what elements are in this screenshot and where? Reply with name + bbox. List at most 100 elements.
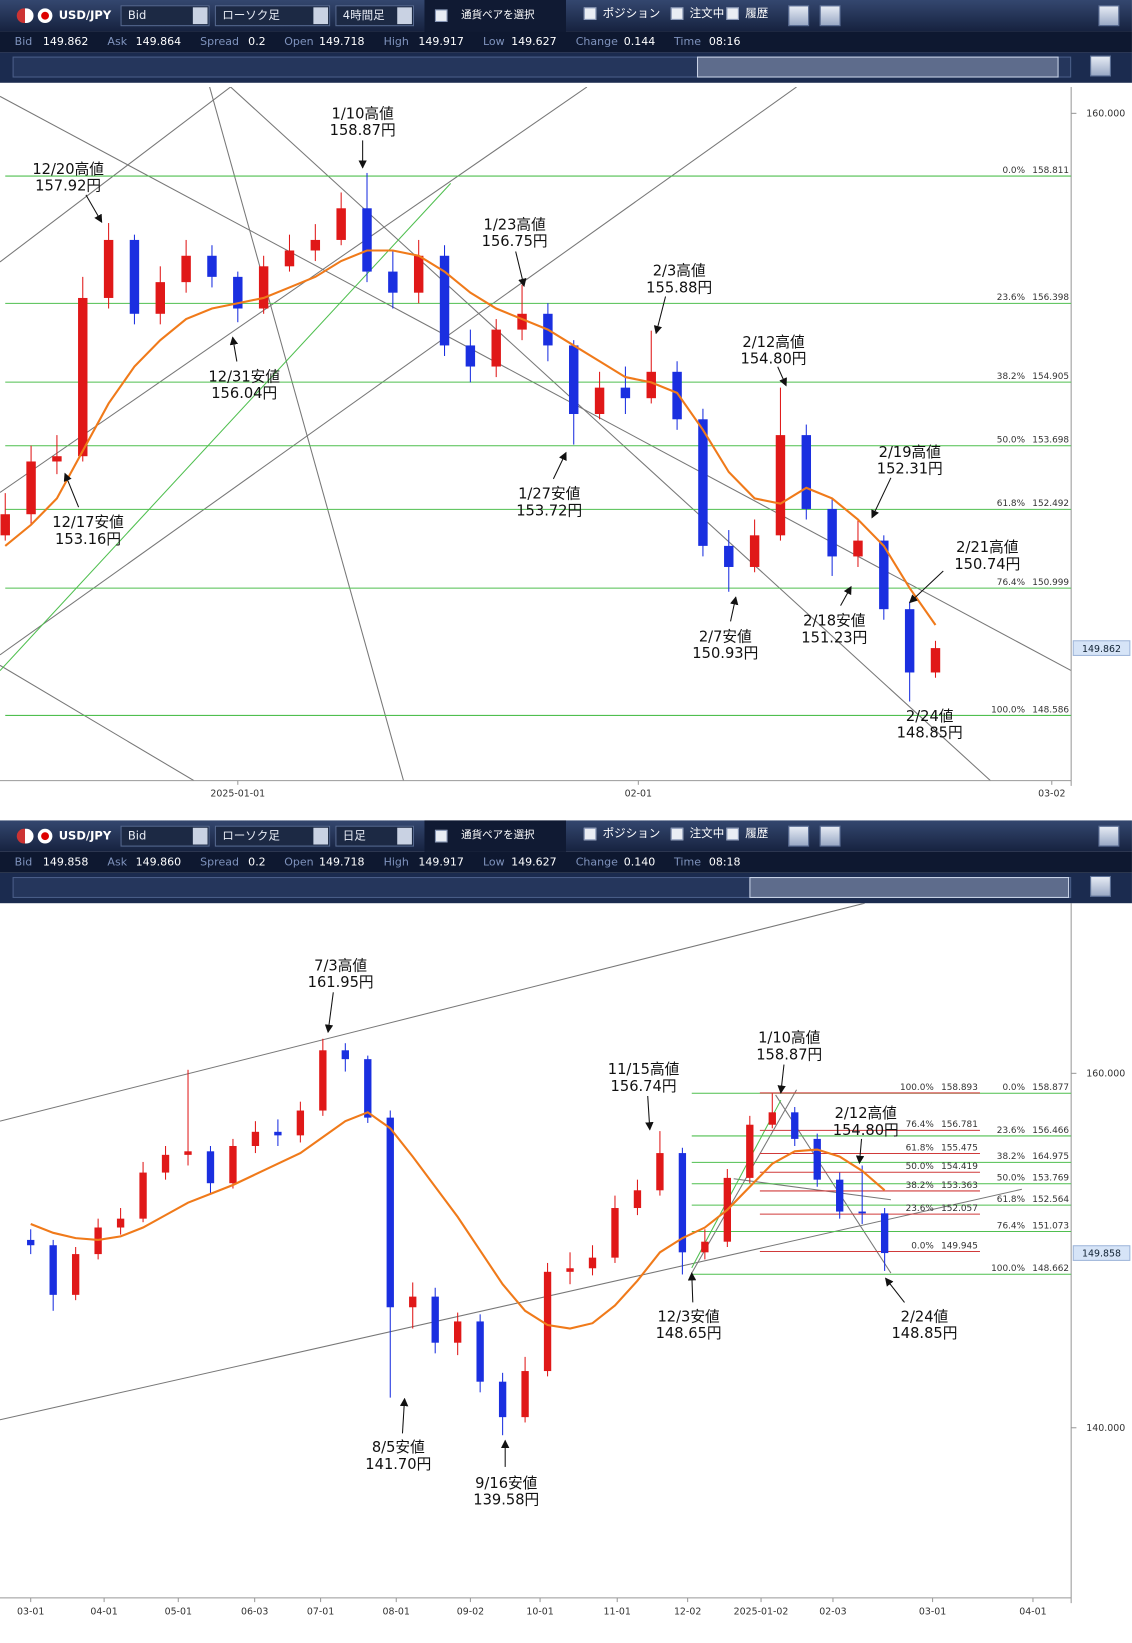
slider-track[interactable] — [12, 56, 1072, 78]
candle-body — [0, 514, 10, 536]
icon-button[interactable] — [1098, 5, 1120, 27]
annotation-text: 156.74円 — [611, 1078, 677, 1095]
annotation-arrow — [229, 336, 239, 362]
quote-value: 149.858 — [42, 856, 89, 869]
fib-ratio-label: 38.2% — [997, 1152, 1025, 1162]
checkbox[interactable] — [726, 7, 739, 20]
candle-body — [801, 435, 812, 509]
x-tick-label: 03-01 — [17, 1607, 44, 1618]
icon-button[interactable] — [819, 5, 841, 27]
candle-body — [858, 1211, 866, 1214]
quote-label: Bid — [14, 856, 33, 869]
history-label: 履歴 — [745, 826, 769, 841]
history-label: 履歴 — [745, 6, 769, 20]
quote-value: 149.917 — [418, 35, 464, 49]
fib-ratio-label: 61.8% — [997, 499, 1025, 509]
annotation-text: 158.87円 — [756, 1046, 822, 1063]
fib-price-label: 148.662 — [1032, 1264, 1069, 1274]
candle-body — [319, 1050, 327, 1111]
checkbox[interactable] — [726, 827, 739, 841]
fib-price-label: 152.564 — [1032, 1195, 1069, 1205]
candle-body — [746, 1124, 754, 1178]
slider-thumb[interactable] — [696, 56, 1059, 78]
candle-body — [251, 1131, 260, 1146]
annotation-arrow — [399, 1397, 409, 1434]
annotation-arrow — [840, 585, 852, 606]
annotation-arrow — [777, 1064, 786, 1094]
dropdown[interactable]: 4時間足 — [335, 5, 414, 27]
annotation-arrow — [63, 472, 80, 508]
y-tick-label: 140.000 — [1086, 1423, 1125, 1434]
x-tick-label: 09-02 — [457, 1607, 484, 1618]
candle-body — [296, 1110, 305, 1136]
candle-body — [431, 1296, 439, 1343]
quote-value: 149.862 — [42, 35, 89, 49]
fib-price-label: 156.781 — [941, 1120, 978, 1130]
x-tick-label: 02-03 — [819, 1607, 846, 1618]
fib-price-label: 151.073 — [1032, 1221, 1069, 1231]
checkbox[interactable] — [670, 7, 684, 20]
icon-button[interactable] — [788, 5, 810, 27]
annotation-arrow — [687, 1272, 697, 1303]
quote-value: 149.917 — [418, 856, 464, 869]
annotation-text: 11/15高値 — [608, 1061, 680, 1078]
toolbar: USD/JPY Bid ローソク足 4時間足 通貨ペアを選択 ポジション 注文中 履歴 — [0, 0, 1132, 32]
icon-button[interactable] — [788, 825, 810, 847]
fib-ratio-label: 100.0% — [900, 1083, 934, 1093]
trend-lines — [0, 86, 1072, 781]
annotation-arrow — [777, 366, 787, 387]
candle-body — [386, 1117, 394, 1308]
candles — [0, 172, 941, 702]
fib-ratio-label: 76.4% — [997, 578, 1025, 588]
fib-price-label: 153.769 — [1032, 1174, 1069, 1184]
x-tick-label: 2025-01-02 — [734, 1607, 789, 1618]
orders-label: 注文中 — [689, 826, 725, 841]
candle-body — [465, 345, 476, 367]
slider-track[interactable] — [12, 877, 1072, 898]
candle-body — [26, 461, 36, 515]
checkbox[interactable] — [583, 827, 597, 841]
checkbox[interactable] — [434, 829, 448, 843]
icon-button[interactable] — [1090, 55, 1111, 77]
checkbox[interactable] — [583, 7, 597, 20]
candle-body — [52, 456, 62, 462]
icon-button[interactable] — [1098, 825, 1120, 847]
annotation-text: 157.92円 — [35, 178, 101, 195]
quote-value: 149.718 — [319, 856, 365, 869]
dropdown[interactable]: ローソク足 — [214, 825, 331, 847]
annotation-text: 150.93円 — [692, 645, 758, 662]
annotation-text: 2/12高値 — [835, 1105, 898, 1122]
quote-value: 149.860 — [135, 856, 182, 869]
fib-ratio-label: 50.0% — [997, 1174, 1025, 1184]
slider-thumb[interactable] — [749, 877, 1070, 898]
annotation-arrow — [884, 1277, 905, 1303]
annotation-arrow — [515, 251, 527, 288]
candle-body — [768, 1112, 776, 1125]
dropdown[interactable]: Bid — [120, 825, 210, 847]
annotation-arrow — [324, 992, 334, 1034]
candle-body — [930, 648, 941, 673]
annotation-text: 152.31円 — [877, 461, 943, 478]
candle-body — [388, 271, 398, 293]
flag-icon — [16, 828, 34, 844]
candle-body — [181, 255, 191, 283]
fib-ratio-label: 23.6% — [997, 293, 1025, 303]
annotation-text: 1/23高値 — [483, 216, 546, 233]
dropdown[interactable]: ローソク足 — [214, 5, 331, 27]
dropdown[interactable]: 日足 — [335, 825, 414, 847]
quote-value: 149.718 — [319, 35, 365, 49]
candle-body — [284, 250, 295, 267]
annotation-text: 153.16円 — [55, 531, 121, 548]
icon-button[interactable] — [1090, 875, 1111, 897]
checkbox[interactable] — [670, 827, 684, 841]
fib-ratio-label: 76.4% — [997, 1221, 1025, 1231]
checkbox[interactable] — [434, 9, 448, 23]
dropdown[interactable]: Bid — [120, 5, 210, 27]
moving-average — [30, 1111, 886, 1330]
overview-slider — [0, 872, 1132, 904]
annotation-text: 148.65円 — [656, 1325, 722, 1342]
candle-body — [27, 1239, 35, 1246]
last-price-box — [1072, 1245, 1131, 1261]
quote-bar: Bid 149.862 Ask 149.864 Spread 0.2 Open 149.718… — [0, 31, 1132, 53]
icon-button[interactable] — [819, 825, 841, 847]
